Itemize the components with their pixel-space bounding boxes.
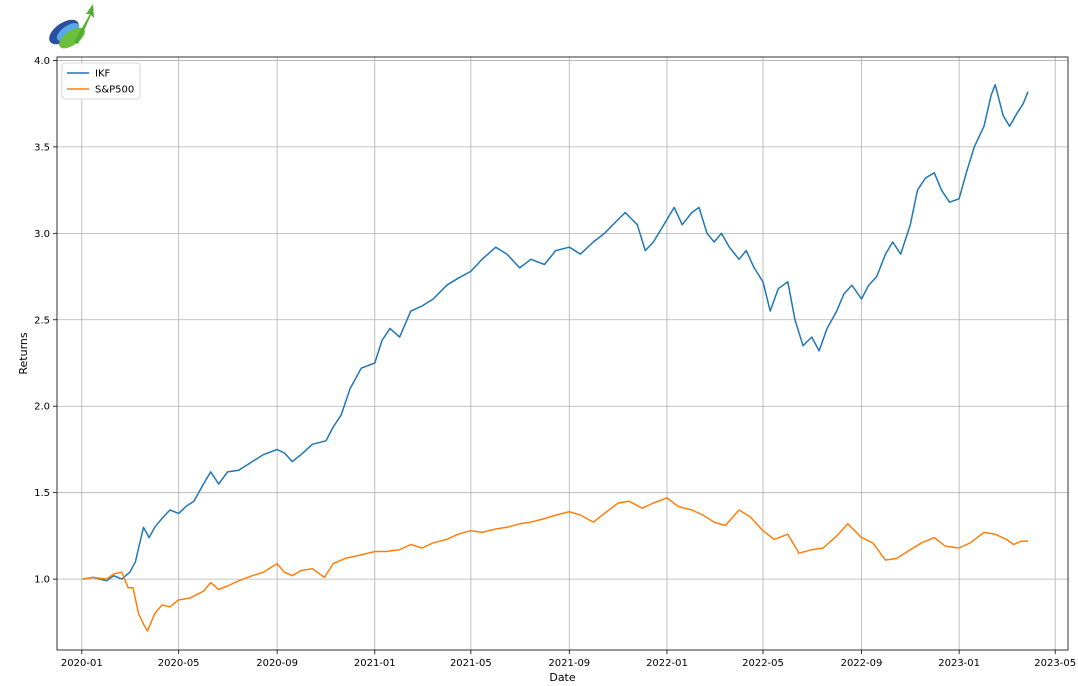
legend-label: S&P500 [95,85,134,96]
y-tick-label: 1.0 [34,575,50,586]
x-tick-label: 2023-05 [1034,658,1076,669]
x-tick-label: 2021-05 [450,658,492,669]
x-tick-label: 2022-09 [841,658,883,669]
series-line-ikf [82,83,1029,582]
y-tick-label: 3.5 [34,142,50,153]
company-logo [49,4,94,49]
y-tick-label: 4.0 [34,56,50,67]
x-tick-label: 2022-05 [742,658,784,669]
y-tick-label: 2.5 [34,315,50,326]
x-tick-label: 2021-01 [354,658,396,669]
legend-box [61,62,141,100]
x-tick-label: 2020-05 [158,658,200,669]
plot-frame [56,56,1069,651]
legend-label: IKF [95,69,111,80]
x-tick-label: 2022-01 [646,658,688,669]
y-tick-label: 3.0 [34,229,50,240]
x-tick-label: 2020-01 [61,658,103,669]
y-axis-label: Returns [17,332,30,375]
series-line-sp500 [82,497,1028,632]
y-tick-label: 2.0 [34,402,50,413]
x-tick-label: 2020-09 [256,658,298,669]
x-axis-label: Date [549,671,576,684]
y-tick-label: 1.5 [34,488,50,499]
x-tick-label: 2021-09 [548,658,590,669]
x-tick-label: 2023-01 [938,658,980,669]
